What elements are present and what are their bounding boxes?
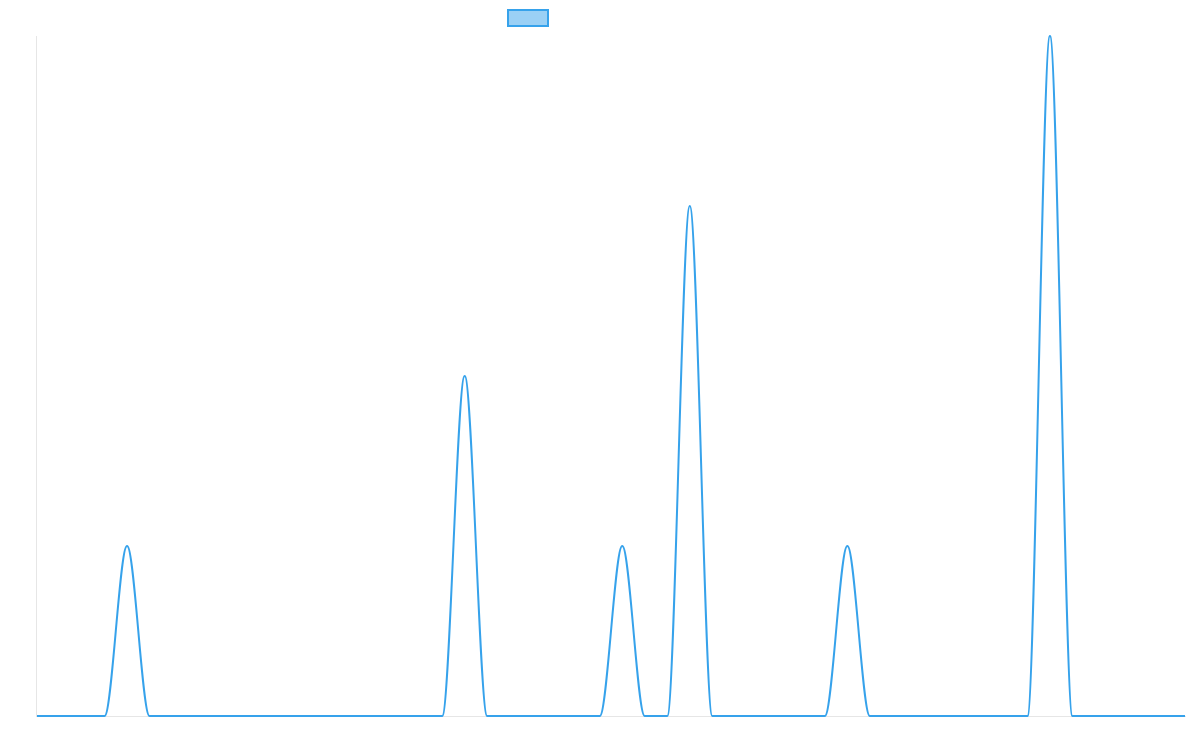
data-point[interactable]: [57, 713, 63, 719]
data-point[interactable]: [1159, 713, 1165, 719]
data-point[interactable]: [1002, 713, 1008, 719]
series-line[interactable]: [37, 35, 1185, 717]
data-point[interactable]: [1069, 713, 1075, 719]
data-point[interactable]: [34, 713, 40, 719]
data-point[interactable]: [484, 713, 490, 719]
data-point[interactable]: [349, 713, 355, 719]
data-point[interactable]: [1182, 713, 1188, 719]
data-point[interactable]: [1092, 713, 1098, 719]
data-point[interactable]: [822, 713, 828, 719]
data-point[interactable]: [79, 713, 85, 719]
data-point[interactable]: [597, 713, 603, 719]
data-point[interactable]: [867, 713, 873, 719]
data-point[interactable]: [687, 203, 693, 209]
data-point[interactable]: [642, 713, 648, 719]
data-point[interactable]: [462, 373, 468, 379]
data-point[interactable]: [102, 713, 108, 719]
data-point[interactable]: [439, 713, 445, 719]
series-group: [34, 33, 1188, 719]
data-point[interactable]: [147, 713, 153, 719]
data-point[interactable]: [709, 713, 715, 719]
data-point[interactable]: [417, 713, 423, 719]
data-point[interactable]: [1024, 713, 1030, 719]
data-point[interactable]: [844, 543, 850, 549]
data-point[interactable]: [979, 713, 985, 719]
data-point[interactable]: [282, 713, 288, 719]
data-point[interactable]: [192, 713, 198, 719]
data-point[interactable]: [124, 543, 130, 549]
data-point[interactable]: [304, 713, 310, 719]
data-point[interactable]: [934, 713, 940, 719]
legend-swatch[interactable]: [507, 9, 549, 27]
data-point[interactable]: [259, 713, 265, 719]
data-point[interactable]: [214, 713, 220, 719]
data-point[interactable]: [169, 713, 175, 719]
data-point[interactable]: [394, 713, 400, 719]
data-point[interactable]: [552, 713, 558, 719]
data-point[interactable]: [574, 713, 580, 719]
data-point[interactable]: [507, 713, 513, 719]
data-point[interactable]: [1047, 33, 1053, 39]
data-point[interactable]: [619, 543, 625, 549]
data-point[interactable]: [732, 713, 738, 719]
data-point[interactable]: [1137, 713, 1143, 719]
data-point[interactable]: [372, 713, 378, 719]
data-point[interactable]: [799, 713, 805, 719]
data-point[interactable]: [889, 713, 895, 719]
data-point[interactable]: [957, 713, 963, 719]
data-point[interactable]: [777, 713, 783, 719]
data-point[interactable]: [1114, 713, 1120, 719]
data-point[interactable]: [754, 713, 760, 719]
legend[interactable]: [507, 9, 549, 27]
data-point[interactable]: [327, 713, 333, 719]
data-point[interactable]: [529, 713, 535, 719]
data-point[interactable]: [664, 713, 670, 719]
data-point[interactable]: [237, 713, 243, 719]
data-point[interactable]: [912, 713, 918, 719]
